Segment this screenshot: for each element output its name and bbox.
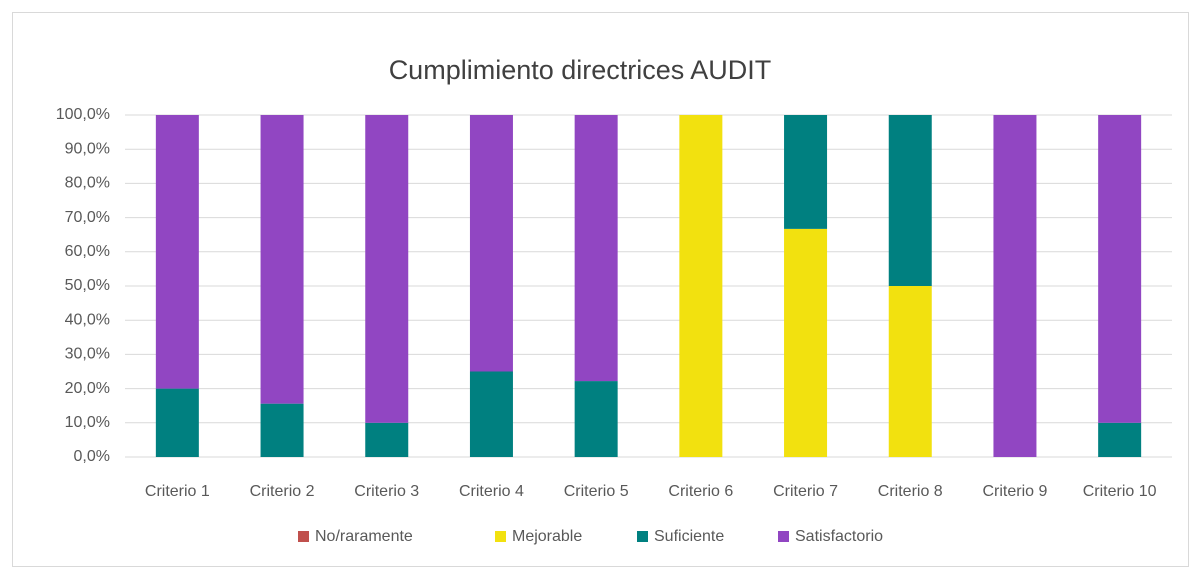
bar-segment <box>784 228 828 457</box>
bar-segment <box>1098 422 1142 457</box>
bar-segment <box>574 115 618 382</box>
y-tick-label: 80,0% <box>65 175 110 192</box>
y-tick-label: 40,0% <box>65 311 110 328</box>
x-tick-label: Criterio 9 <box>982 483 1047 500</box>
y-tick-label: 100,0% <box>56 106 110 123</box>
x-tick-label: Criterio 1 <box>145 483 210 500</box>
legend-label: Mejorable <box>512 528 582 545</box>
bar-segment <box>365 115 409 423</box>
chart-title: Cumplimiento directrices AUDIT <box>389 55 772 85</box>
legend-swatch <box>298 531 309 542</box>
bar-segment <box>888 115 932 286</box>
y-tick-label: 90,0% <box>65 140 110 157</box>
legend-swatch <box>778 531 789 542</box>
x-tick-label: Criterio 7 <box>773 483 838 500</box>
y-tick-label: 70,0% <box>65 209 110 226</box>
bar-segment <box>155 388 199 457</box>
y-tick-label: 60,0% <box>65 243 110 260</box>
x-tick-label: Criterio 2 <box>250 483 315 500</box>
bar-segment <box>993 115 1037 457</box>
bar-segment <box>155 115 199 389</box>
x-tick-label: Criterio 4 <box>459 483 524 500</box>
bar-segment <box>888 286 932 457</box>
x-tick-label: Criterio 6 <box>668 483 733 500</box>
x-tick-label: Criterio 3 <box>354 483 419 500</box>
bar-segment <box>1098 115 1142 423</box>
x-tick-label: Criterio 8 <box>878 483 943 500</box>
bar-segment <box>260 115 304 404</box>
y-tick-label: 20,0% <box>65 380 110 397</box>
legend-label: No/raramente <box>315 528 413 545</box>
y-tick-label: 30,0% <box>65 346 110 363</box>
x-tick-label: Criterio 5 <box>564 483 629 500</box>
x-tick-label: Criterio 10 <box>1083 483 1157 500</box>
legend-label: Suficiente <box>654 528 724 545</box>
bar-segment <box>365 422 409 457</box>
bar-segment <box>784 115 828 229</box>
y-tick-label: 50,0% <box>65 277 110 294</box>
bar-segment <box>469 371 513 457</box>
y-tick-label: 0,0% <box>74 448 110 465</box>
y-tick-label: 10,0% <box>65 414 110 431</box>
legend-swatch <box>637 531 648 542</box>
bar-segment <box>469 115 513 372</box>
bar-segment <box>260 403 304 457</box>
legend-label: Satisfactorio <box>795 528 883 545</box>
bar-segment <box>574 381 618 457</box>
legend-swatch <box>495 531 506 542</box>
bar-segment <box>679 115 723 457</box>
